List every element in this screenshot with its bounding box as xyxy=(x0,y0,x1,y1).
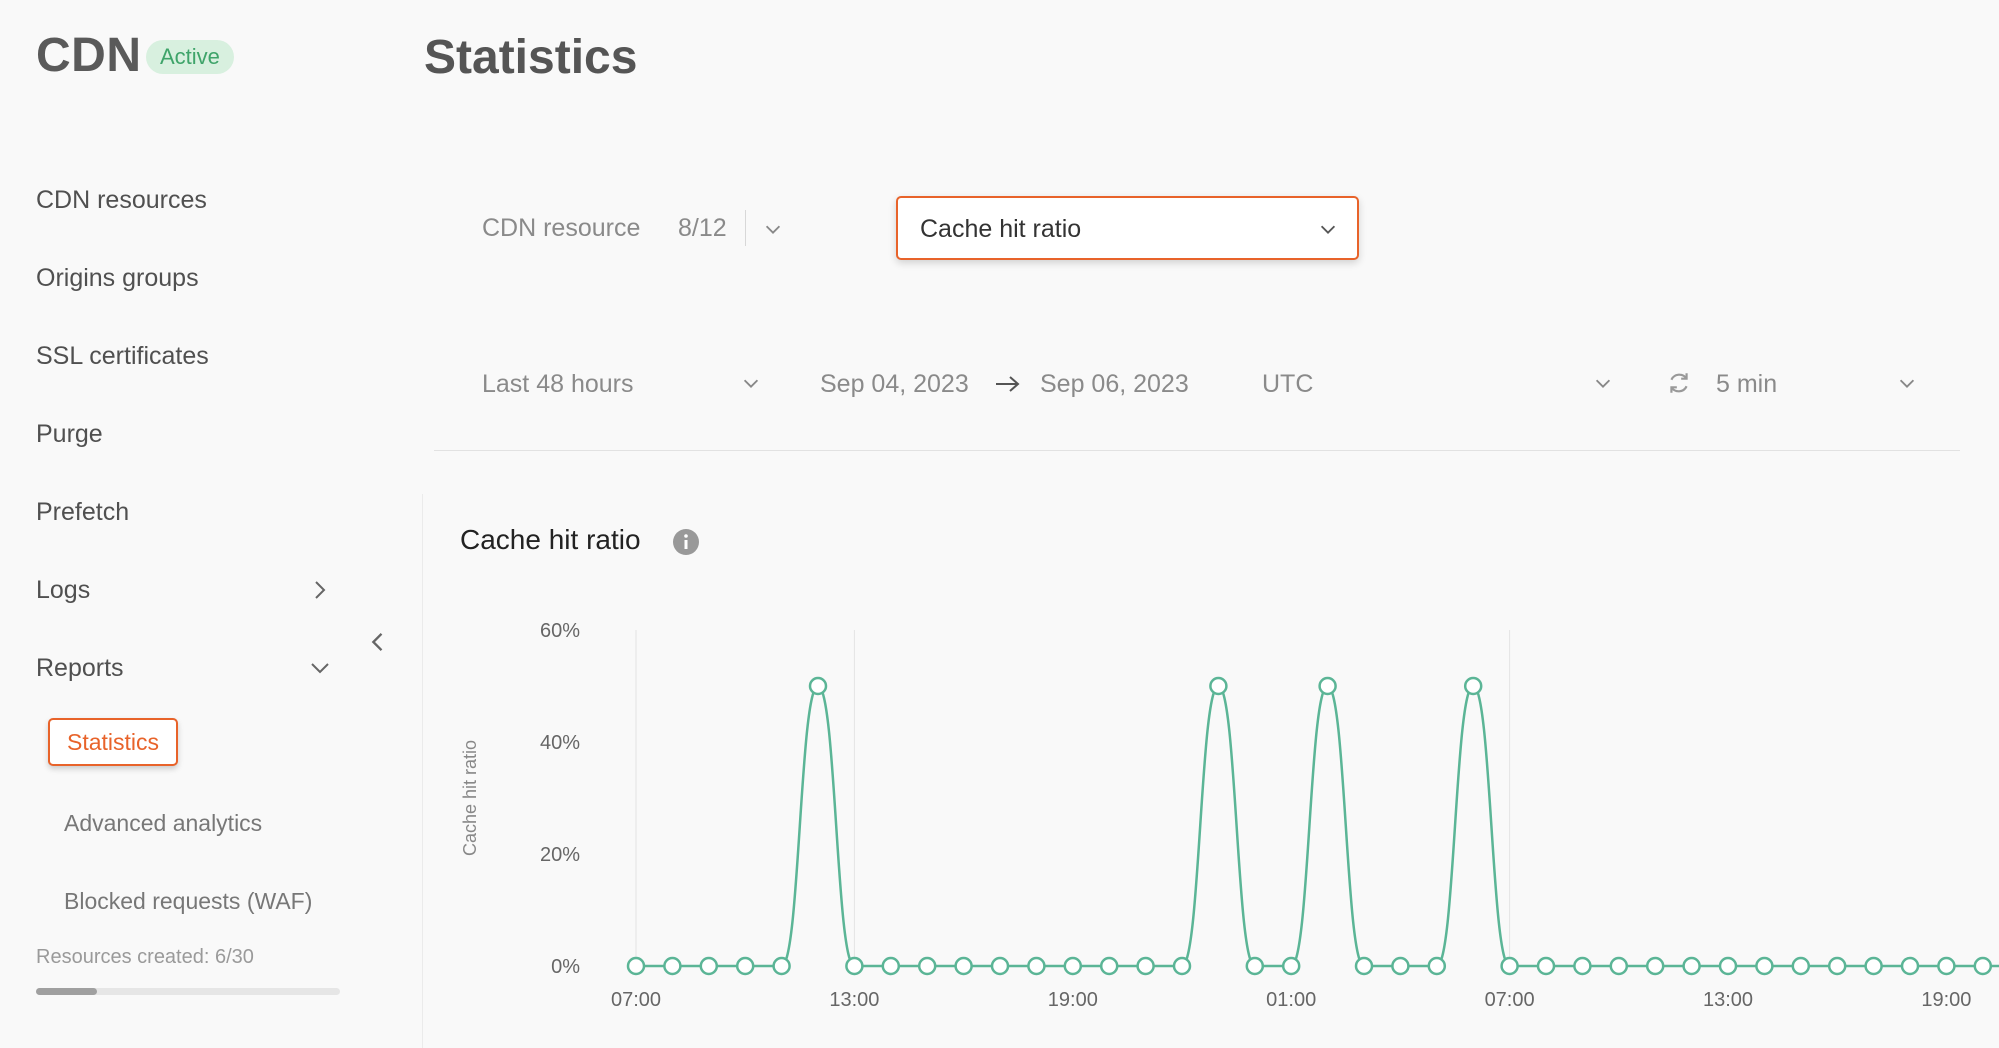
timezone-select[interactable]: UTC xyxy=(1262,370,1314,398)
app-title: CDN xyxy=(36,29,142,82)
data-point xyxy=(1718,956,1738,976)
data-point xyxy=(1864,956,1883,976)
data-point xyxy=(1099,956,1119,976)
y-axis-label: Cache hit ratio xyxy=(460,740,480,856)
chevron-right-icon[interactable] xyxy=(308,578,332,602)
data-point xyxy=(735,956,755,976)
data-point xyxy=(1281,956,1301,976)
sidebar-divider xyxy=(422,494,423,1048)
data-point xyxy=(1318,676,1337,696)
data-point xyxy=(1900,956,1920,976)
metric-select-value: Cache hit ratio xyxy=(920,215,1082,243)
data-point xyxy=(1573,956,1592,976)
data-point xyxy=(845,956,864,976)
cdn-resource-label: CDN resource xyxy=(482,214,641,242)
data-point xyxy=(808,676,828,696)
sidebar-item-cdn-resources[interactable]: CDN resources xyxy=(36,186,207,214)
data-point xyxy=(1245,956,1265,976)
page-title: Statistics xyxy=(424,31,638,84)
sidebar-item-reports[interactable]: Reports xyxy=(36,654,124,682)
y-tick-label: 60% xyxy=(540,620,580,642)
series-line xyxy=(635,684,1999,968)
period-select[interactable]: Last 48 hours xyxy=(482,370,634,398)
data-point xyxy=(626,956,646,976)
resources-created-text: Resources created: 6/30 xyxy=(36,946,254,968)
x-tick-label: 13:00 xyxy=(829,989,879,1011)
x-tick-label: 07:00 xyxy=(1485,989,1535,1011)
status-badge: Active xyxy=(146,40,234,74)
metric-select[interactable]: Cache hit ratio xyxy=(896,196,1359,260)
data-point xyxy=(1536,956,1556,976)
data-point xyxy=(1682,956,1701,976)
data-point xyxy=(1063,956,1083,976)
x-tick-label: 07:00 xyxy=(611,989,661,1011)
data-point xyxy=(1937,956,1956,976)
sidebar-item-origins-groups[interactable]: Origins groups xyxy=(36,264,199,292)
x-tick-label: 19:00 xyxy=(1921,989,1971,1011)
chevron-down-icon[interactable] xyxy=(740,372,762,394)
data-point xyxy=(699,956,719,976)
data-point xyxy=(1136,956,1155,976)
chevron-down-icon[interactable] xyxy=(1592,372,1614,394)
sidebar-subitem-statistics[interactable]: Statistics xyxy=(48,718,178,766)
date-from[interactable]: Sep 04, 2023 xyxy=(820,370,969,398)
data-point xyxy=(917,956,937,976)
y-tick-label: 40% xyxy=(540,732,580,754)
data-point xyxy=(1463,676,1483,696)
data-point xyxy=(1209,676,1228,696)
x-tick-label: 13:00 xyxy=(1703,989,1753,1011)
divider xyxy=(745,210,746,246)
date-to[interactable]: Sep 06, 2023 xyxy=(1040,370,1189,398)
filters-divider xyxy=(434,450,1960,451)
data-point xyxy=(1755,956,1774,976)
data-point xyxy=(1973,956,1993,976)
refresh-interval-select[interactable]: 5 min xyxy=(1716,370,1778,398)
data-point xyxy=(881,956,901,976)
arrow-right-icon xyxy=(996,376,1020,392)
chevron-down-icon[interactable] xyxy=(762,218,784,240)
chevron-down-icon[interactable] xyxy=(308,656,332,680)
collapse-sidebar-icon[interactable] xyxy=(364,628,392,656)
x-tick-label: 19:00 xyxy=(1048,989,1098,1011)
sidebar-item-purge[interactable]: Purge xyxy=(36,420,103,448)
data-point xyxy=(1500,956,1519,976)
info-icon[interactable] xyxy=(672,528,700,556)
cdn-resource-count[interactable]: 8/12 xyxy=(678,214,727,242)
data-point xyxy=(1172,956,1192,976)
data-point xyxy=(1791,956,1811,976)
sidebar-subitem-blocked-requests[interactable]: Blocked requests (WAF) xyxy=(64,888,313,914)
data-point xyxy=(1427,956,1447,976)
data-point xyxy=(1609,956,1629,976)
x-tick-label: 01:00 xyxy=(1266,989,1316,1011)
data-point xyxy=(1645,956,1665,976)
data-point xyxy=(1827,956,1847,976)
sidebar: CDN Active CDN resources Origins groups … xyxy=(0,0,422,1048)
sidebar-item-logs[interactable]: Logs xyxy=(36,576,91,604)
chevron-down-icon[interactable] xyxy=(1896,372,1918,394)
data-point xyxy=(663,956,682,976)
chart-title: Cache hit ratio xyxy=(460,524,641,555)
sidebar-item-prefetch[interactable]: Prefetch xyxy=(36,498,130,526)
y-tick-label: 0% xyxy=(551,956,580,978)
sidebar-item-ssl-certificates[interactable]: SSL certificates xyxy=(36,342,209,370)
sidebar-subitem-advanced-analytics[interactable]: Advanced analytics xyxy=(64,810,263,836)
data-point xyxy=(990,956,1010,976)
chevron-down-icon xyxy=(1320,225,1336,234)
data-point xyxy=(1027,956,1046,976)
data-point xyxy=(772,956,791,976)
data-point xyxy=(1391,956,1410,976)
y-tick-label: 20% xyxy=(540,844,580,866)
resources-progress-bar xyxy=(36,988,340,995)
data-point xyxy=(954,956,973,976)
data-point xyxy=(1354,956,1374,976)
refresh-icon[interactable] xyxy=(1666,370,1692,396)
resources-progress-fill xyxy=(36,988,97,995)
